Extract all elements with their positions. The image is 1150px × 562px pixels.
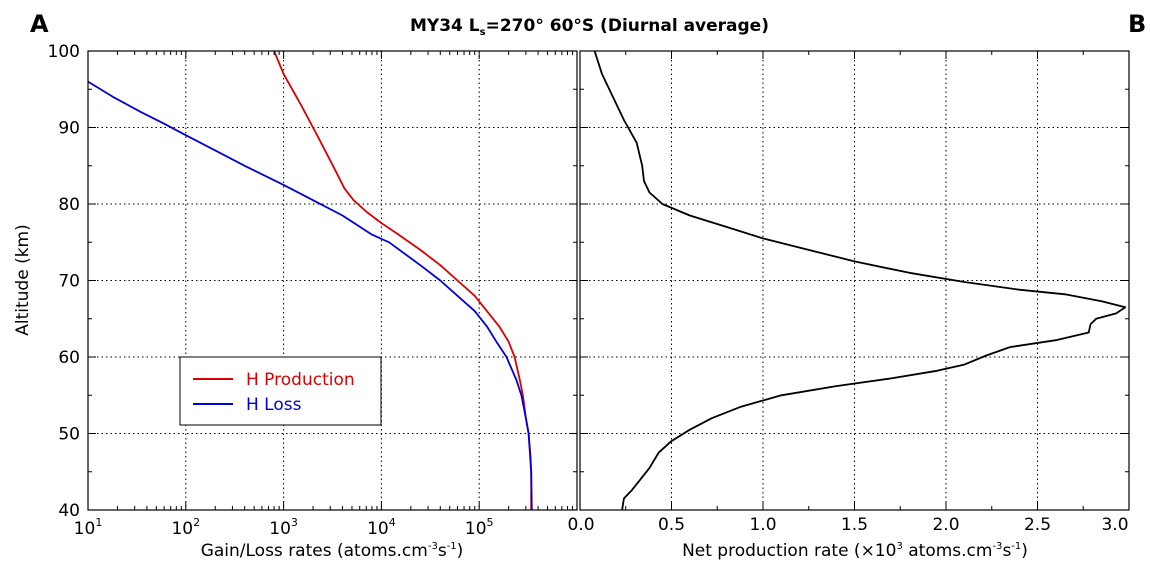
xlabel-b-sup1: 3 (896, 541, 902, 552)
grid-a (88, 51, 577, 510)
xlabel-a-suffix: ) (457, 541, 464, 561)
x-tick-label-b: 1.5 (841, 515, 868, 535)
x-tick-base: 10 (171, 519, 193, 539)
xlabel-b: Net production rate (×103 atoms.cm-3s-1) (682, 541, 1028, 561)
legend: H Production H Loss (179, 356, 382, 426)
series-b (593, 50, 1127, 511)
x-tick-base: 10 (269, 519, 291, 539)
x-tick-label-a: 105 (465, 516, 494, 539)
xlabel-b-mid: atoms.cm (903, 541, 993, 561)
ylabel-a: Altitude (km) (13, 224, 33, 336)
series-line-h-production (273, 50, 533, 510)
y-tick-label-a: 40 (58, 501, 80, 521)
x-tick-label-a: 102 (171, 516, 200, 539)
x-tick-base: 10 (74, 519, 96, 539)
y-tick-label-a: 60 (58, 348, 80, 368)
xlabel-b-sup3: -1 (1011, 541, 1021, 552)
ticks-b: 0.0 0.5 1.0 1.5 2.0 2.5 3.0 (567, 50, 1130, 535)
xlabel-a-mid: s (438, 541, 447, 561)
grid-b (580, 51, 1129, 510)
y-tick-label-a: 80 (58, 195, 80, 215)
figure-title: MY34 Ls=270° 60°S (Diurnal average) (410, 16, 769, 38)
x-tick-exp: 3 (291, 516, 298, 529)
y-tick-label-a: 70 (58, 272, 80, 292)
xlabel-a: Gain/Loss rates (atoms.cm-3s-1) (201, 541, 464, 561)
x-tick-label-a: 104 (367, 516, 396, 539)
x-tick-exp: 5 (487, 516, 494, 529)
y-tick-label-a: 90 (58, 119, 80, 139)
x-tick-label-a: 103 (269, 516, 298, 539)
xlabel-a-prefix: Gain/Loss rates (atoms.cm (201, 541, 428, 561)
x-tick-label-b: 2.0 (932, 515, 959, 535)
title-sub: s (480, 27, 486, 38)
xlabel-b-mid2: s (1002, 541, 1011, 561)
y-tick-label-a: 50 (58, 425, 80, 445)
x-tick-base: 10 (367, 519, 389, 539)
panel-label-a: A (30, 10, 49, 38)
x-tick-label-b: 0.5 (658, 515, 685, 535)
x-tick-label-b: 0.0 (567, 515, 594, 535)
x-tick-exp: 1 (95, 516, 102, 529)
legend-label-production: H Production (246, 370, 355, 390)
series-line-h-loss (87, 80, 533, 511)
x-tick-label-b: 2.5 (1024, 515, 1051, 535)
x-tick-base: 10 (465, 519, 487, 539)
title-suffix: =270° 60°S (Diurnal average) (486, 16, 769, 36)
series-a (87, 50, 533, 511)
xlabel-a-sup2: -1 (447, 541, 457, 552)
panel-b: 0.0 0.5 1.0 1.5 2.0 2.5 3.0 Net production rat… (567, 50, 1130, 561)
legend-box (179, 356, 382, 426)
x-tick-exp: 2 (193, 516, 200, 529)
x-tick-label-b: 3.0 (1101, 515, 1128, 535)
panel-label-b: B (1128, 10, 1146, 38)
x-tick-exp: 4 (389, 516, 396, 529)
title-prefix: MY34 L (410, 16, 480, 36)
x-tick-label-b: 1.0 (749, 515, 776, 535)
legend-label-loss: H Loss (246, 395, 302, 415)
xlabel-b-prefix: Net production rate (×10 (682, 541, 896, 561)
xlabel-b-sup2: -3 (992, 541, 1002, 552)
series-line-net-production (593, 50, 1127, 511)
x-tick-label-a: 101 (74, 516, 103, 539)
xlabel-b-suffix: ) (1021, 541, 1028, 561)
y-tick-label-a: 100 (48, 42, 80, 62)
xlabel-a-sup1: -3 (428, 541, 438, 552)
